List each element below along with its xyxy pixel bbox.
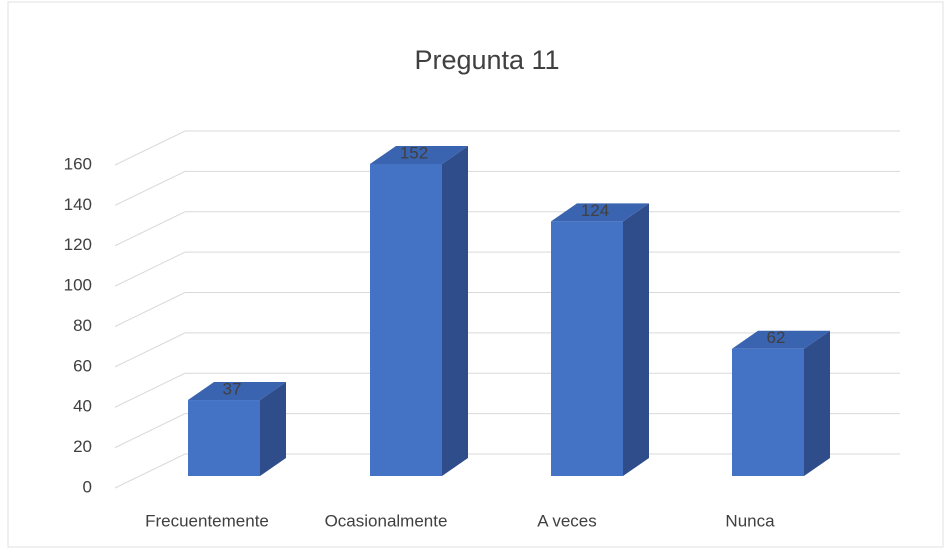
bar-front (188, 400, 260, 476)
chart-title: Pregunta 11 (414, 45, 559, 75)
x-tick-label: A veces (537, 511, 597, 530)
value-label: 37 (223, 380, 242, 399)
bar-top (188, 382, 286, 401)
y-tick-label: 0 (83, 477, 92, 496)
x-tick-label: Frecuentemente (145, 511, 269, 530)
x-tick-label: Ocasionalmente (325, 511, 448, 530)
grid-line (114, 251, 900, 287)
y-tick-label: 20 (73, 437, 92, 456)
x-tick-label: Nunca (725, 511, 775, 530)
grid-line (114, 332, 900, 368)
grid-line (114, 211, 900, 247)
bar-side (260, 382, 286, 476)
bar-front (370, 163, 442, 476)
value-label: 62 (767, 328, 786, 347)
grid-line (114, 130, 900, 166)
y-tick-label: 120 (64, 235, 92, 254)
grid-line (114, 170, 900, 206)
grid-line (114, 292, 900, 327)
bar-front (551, 221, 623, 476)
value-label: 152 (400, 143, 428, 162)
bar-side (623, 203, 649, 476)
y-tick-label: 140 (64, 195, 92, 214)
bar-top (370, 145, 468, 164)
bar (551, 203, 649, 476)
grid-line (114, 413, 900, 449)
y-tick-label: 80 (73, 316, 92, 335)
bar-top (551, 203, 649, 222)
y-tick-label: 40 (73, 397, 92, 416)
bar-front (732, 348, 804, 476)
value-label: 124 (581, 201, 609, 220)
bar (732, 330, 830, 476)
bar-top (732, 330, 830, 349)
bar-side (804, 330, 830, 476)
bar-side (442, 145, 468, 476)
y-tick-label: 60 (73, 356, 92, 375)
grid-line (114, 372, 900, 408)
y-tick-label: 100 (64, 276, 92, 295)
bar (370, 145, 468, 476)
y-tick-label: 160 (64, 154, 92, 173)
bar (188, 382, 286, 476)
grid-line (114, 453, 900, 489)
